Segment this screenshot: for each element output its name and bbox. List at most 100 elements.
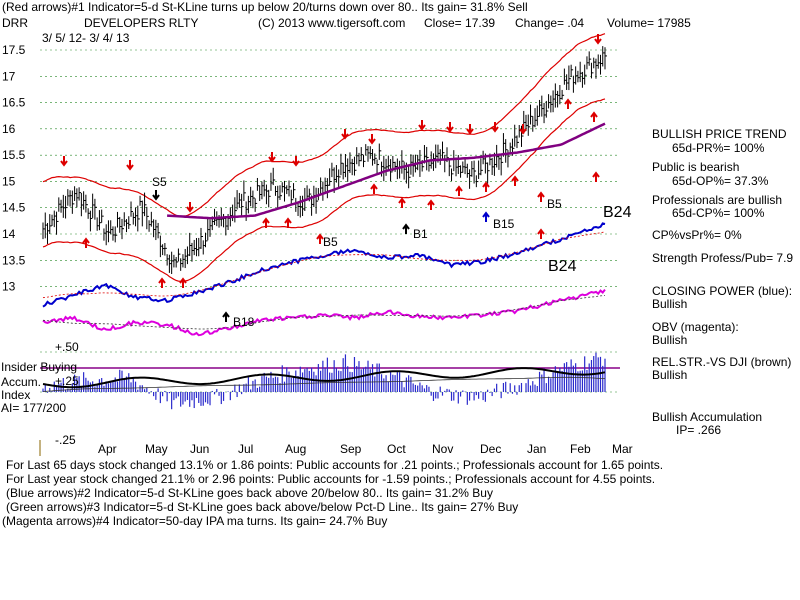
index-label: Index [1,388,30,402]
trend-title: BULLISH PRICE TREND [652,127,787,141]
month-label: Jun [190,442,209,456]
signal-arrow [519,124,527,135]
signal-arrow [594,34,602,45]
signal-b18: B18 [233,315,255,329]
signal-arrow [511,175,519,186]
accum-index-line [42,367,606,389]
month-label: Jan [527,442,546,456]
signal-arrow [398,197,406,208]
relstr-title: REL.STR.-VS DJI (brown) [652,355,792,369]
signal-arrow [341,129,349,140]
signal-arrow [82,237,90,248]
month-label: Nov [432,442,453,456]
signal-b1: B1 [413,227,428,241]
closing-power-line [42,222,606,308]
signal-arrow [152,190,160,201]
signal-b5-jan: B5 [547,197,562,211]
accum-label: Accum. [1,375,41,389]
signal-arrow [370,183,378,194]
y-tick-label: 17.5 [2,43,26,57]
closing-power-value: Bullish [652,297,688,311]
signal-arrow [564,98,572,109]
signal-arrow [402,223,410,234]
signal-arrow [427,199,435,210]
footer-line-5: (Magenta arrows)#4 Indicator=50-day IPA … [2,514,388,528]
month-axis-labels: Apr May Jun Jul Aug Sep Oct Nov Dec Jan Feb Mar [98,442,633,456]
signal-arrow [418,120,426,131]
accum-title: Bullish Accumulation [652,410,763,424]
accum-mid-label: +.25 [55,374,79,388]
signal-arrow [158,277,166,288]
ip-value: IP= .266 [676,423,722,437]
signal-arrows [60,34,602,322]
obv-value: Bullish [652,333,688,347]
signal-arrow [466,124,474,135]
pr-value: 65d-PR%= 100% [672,141,765,155]
y-tick-label: 13.5 [2,253,26,267]
closing-power-title: CLOSING POWER (blue): [652,284,793,298]
y-tick-label: 16 [2,122,16,136]
month-label: Mar [612,442,633,456]
insider-buying-label: Insider Buying [1,360,77,374]
signal-arrow [592,171,600,182]
y-tick-label: 13 [2,280,16,294]
signal-arrow [537,228,545,239]
accum-bottom-label: -.25 [55,433,76,447]
obv-title: OBV (magenta): [652,320,739,334]
pros-title: Professionals are bullish [652,193,783,207]
signal-arrow [590,111,598,122]
upper-band-line [42,33,606,217]
signal-arrow [179,277,187,288]
signal-arrow [60,156,68,167]
signal-arrow [292,156,300,167]
obv-ma-line [42,295,606,330]
signal-s5: S5 [152,175,167,189]
month-label: Dec [480,442,501,456]
accum-top-label: +.50 [55,340,79,354]
footer-line-4: (Green arrows)#3 Indicator=5-d St-KLine … [6,500,519,514]
y-tick-label: 17 [2,69,16,83]
signal-arrow [284,217,292,228]
strength: Strength Profess/Pub= 7.9 [652,251,794,265]
copyright: (C) 2013 www.tigersoft.com [258,16,406,30]
signal-arrow [455,185,463,196]
signal-arrow [268,152,276,163]
lower-band-line [42,98,606,283]
signal-b15: B15 [493,217,515,231]
month-label: Aug [285,442,306,456]
price-axis-ticks: 13 13.5 14 14.5 15 15.5 16 16.5 17 17.5 [2,43,26,294]
y-tick-label: 15.5 [2,148,26,162]
signal-arrow [482,181,490,192]
footer-line-3: (Blue arrows)#2 Indicator=5-d St-KLine g… [6,486,493,500]
footer-line-2: For Last year stock changed 21.1% or 2.9… [6,472,656,486]
volume-value: Volume= 17985 [607,16,691,30]
accum-ma-line [42,376,606,392]
cp-vs-pr: CP%vsPr%= 0% [652,228,742,242]
y-tick-label: 14.5 [2,201,26,215]
public-title: Public is bearish [652,160,740,174]
footer-line-1: For Last 65 days stock changed 13.1% or … [6,458,664,472]
y-tick-label: 14 [2,227,16,241]
company-name: DEVELOPERS RLTY [84,16,199,30]
month-label: Oct [387,442,406,456]
signal-arrow [537,191,545,202]
signal-arrow [491,122,499,133]
signal-arrow [126,160,134,171]
ticker: DRR [2,16,28,30]
signal-arrow [446,122,454,133]
signal-arrow [368,134,376,145]
signal-b24-price: B24 [603,204,632,221]
signal-arrow [316,233,324,244]
signal-arrow [262,217,270,228]
month-label: Jul [238,442,253,456]
cp-value: 65d-CP%= 100% [672,206,765,220]
price-chart: 13 13.5 14 14.5 15 15.5 16 16.5 17 17.5 S5 B18 B5… [1,33,633,456]
month-label: Sep [340,442,362,456]
signal-b5-aug: B5 [323,235,338,249]
price-gridlines [40,49,620,287]
signal-arrow [222,311,230,322]
close-value: Close= 17.39 [424,16,496,30]
signal-b24-cp: B24 [548,258,577,275]
moving-average-line [167,122,606,220]
signal-arrow [186,202,194,213]
